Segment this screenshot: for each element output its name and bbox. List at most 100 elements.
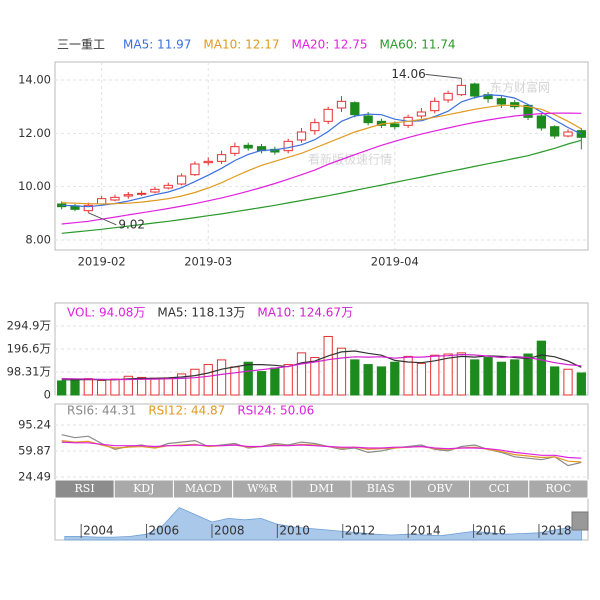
candle-body [216,154,227,162]
volume-bar [230,366,240,396]
legend-entry: MA5: 11.97 [123,38,191,52]
volume-bar [510,359,520,396]
volume-ma-line [61,353,582,381]
volume-bar [296,352,307,396]
candle-body [350,102,360,116]
indicator-tab-label[interactable]: W%R [247,482,278,495]
volume-bar [256,371,267,396]
candle-body [296,131,307,141]
candle-body [203,160,213,164]
volume-bar [323,335,333,396]
candle-body [363,115,373,124]
indicator-tab-label[interactable]: CCI [489,482,510,495]
candle-body [230,146,240,154]
legend-entry: VOL: 94.08万 [67,306,145,320]
navigator-year: 2016 [476,524,507,538]
y-tick-label: 14.00 [18,73,51,87]
volume-bar [190,368,200,396]
volume-bar [376,366,387,396]
navigator-year: 2014 [410,524,441,538]
volume-bar [243,361,253,396]
ma-line [61,104,582,205]
price-frame [54,61,589,251]
indicator-tab-label[interactable]: MACD [185,482,222,495]
volume-bar [550,366,560,396]
legend-entry: MA20: 12.75 [291,38,367,52]
indicator-tab-label[interactable]: OBV [427,482,453,495]
candle-body [83,204,93,212]
candle-body [243,144,253,149]
candle-body [176,175,187,185]
indicator-tab-label[interactable]: DMI [309,482,333,495]
stock-title: 三一重工 [57,38,105,52]
legend-entry: MA60: 11.74 [380,38,456,52]
indicator-tab-label[interactable]: ROC [546,482,572,495]
y-tick-label: 10.00 [18,179,51,193]
y-tick-label: 8.00 [25,233,51,247]
candle-body [443,92,453,101]
ma-line [61,94,582,208]
volume-bar [563,368,573,396]
volume-bar [403,355,413,396]
legend-entry: MA5: 118.13万 [157,306,245,320]
volume-bar [310,357,320,396]
volume-bar [576,372,586,396]
annotation: 14.06 [391,67,425,81]
volume-bar [83,378,93,396]
candle-body [430,100,440,112]
indicator-tab-label[interactable]: BIAS [367,482,395,495]
watermark: 看新版极速行情 [308,152,392,167]
volume-bar [430,354,440,396]
y-tick-label: 59.87 [18,443,51,457]
legend-entry: RSI12: 44.87 [148,404,225,418]
legend-entry: MA10: 124.67万 [257,306,353,320]
navigator-year: 2008 [214,524,245,538]
volume-bar [163,378,173,396]
volume-bar [216,359,227,396]
annotation-line [88,212,117,226]
navigator-year: 2012 [345,524,376,538]
volume-bar [470,359,480,396]
volume-bar [536,340,546,396]
volume-bar [363,364,373,396]
y-tick-label: 98.31万 [7,364,51,378]
y-tick-label: 24.49 [18,469,51,483]
annotation: 9.02 [118,217,145,231]
navigator-year: 2004 [83,524,114,538]
volume-bar [123,375,133,396]
candle-body [456,84,467,96]
candle-body [123,194,133,197]
legend-entry: MA10: 12.17 [203,38,279,52]
candle-body [283,140,293,152]
candle-body [510,102,520,108]
volume-bar [176,373,187,396]
candle-body [523,104,533,118]
volume-bar [350,359,360,396]
volume-bar [97,379,107,396]
candle-body [190,163,200,176]
candle-body [136,192,147,195]
candle-body [496,98,507,105]
navigator-year: 2006 [149,524,180,538]
indicator-tab[interactable] [528,479,589,499]
volume-bar [136,376,147,396]
indicator-tab-label[interactable]: RSI [75,482,95,495]
volume-bar [203,364,213,396]
volume-bar [110,378,120,396]
volume-bar [443,353,453,396]
candle-body [563,131,573,137]
y-tick-label: 0 [44,388,51,402]
volume-bar [336,347,347,396]
legend-entry: RSI24: 50.06 [237,404,314,418]
indicator-tab-label[interactable]: KDJ [133,482,154,495]
candle-body [163,184,173,189]
navigator-handle[interactable] [571,511,589,531]
y-tick-label: 196.6万 [7,341,51,355]
candle-body [336,100,347,109]
candle-body [110,196,120,201]
candle-body [310,122,320,132]
candle-body [390,123,400,128]
volume-bar [70,379,80,396]
volume-ma-line [61,350,582,381]
x-tick-label: 2019-04 [371,255,419,269]
